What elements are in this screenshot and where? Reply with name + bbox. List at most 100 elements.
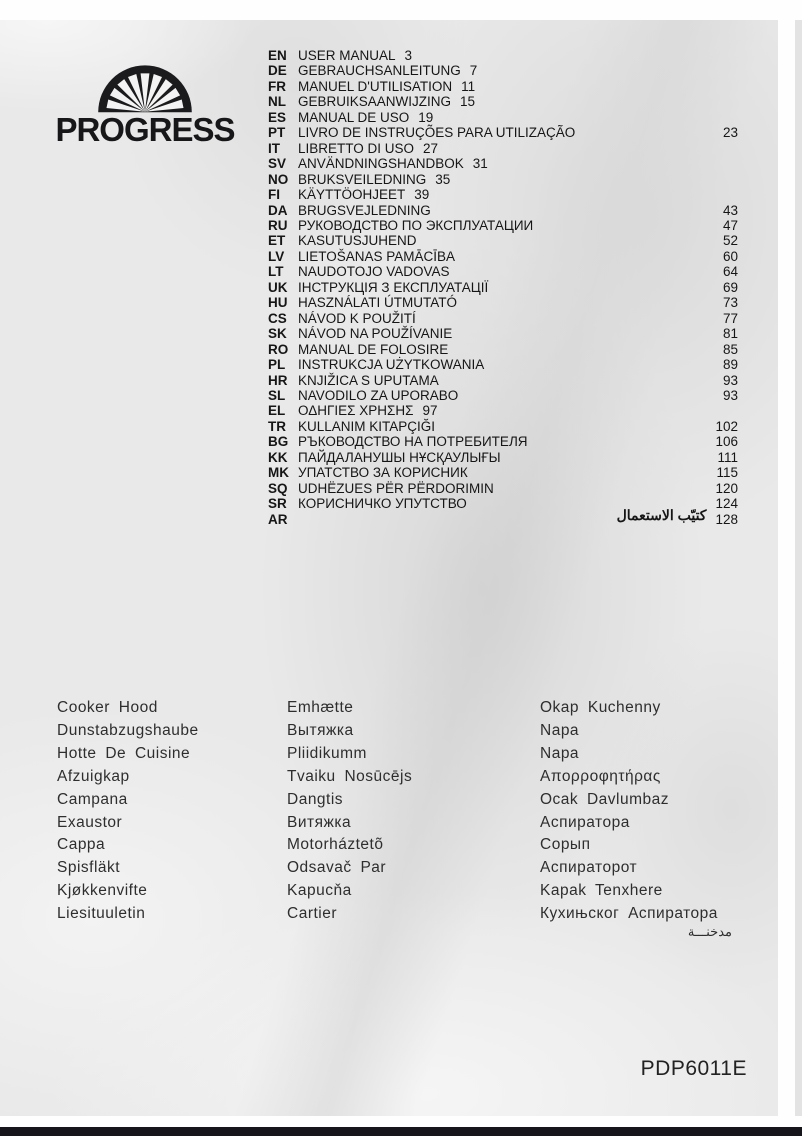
product-name: Аспиратора (540, 813, 630, 831)
toc-row: FR MANUEL D'UTILISATION 11 (268, 79, 738, 94)
page-edge-strip (795, 20, 802, 1116)
product-name: Napa (540, 721, 580, 739)
manual-title: NÁVOD NA POUŽÍVANIE (298, 326, 453, 342)
toc-row: BG РЪКОВОДСТВО НА ПОТРЕБИТЕЛЯ 106 (268, 434, 738, 449)
toc-row: LT NAUDOTOJO VADOVAS 64 (268, 264, 738, 279)
language-code: FI (268, 187, 280, 203)
language-code: TR (268, 418, 286, 434)
toc-row: PT LIVRO DE INSTRUÇÕES PARA UTILIZAÇÃO 23 (268, 125, 738, 140)
manual-title: BRUGSVEJLEDNING (298, 202, 431, 218)
toc-row: FI KÄYTTÖOHJEET 39 (268, 187, 738, 202)
manual-title: ΟΔΗΓΙΕΣ ΧΡΗΣΗΣ (298, 403, 414, 419)
language-code: NO (268, 171, 289, 187)
page-number: 47 (722, 217, 738, 233)
manual-title: LIBRETTO DI USO (298, 140, 415, 156)
page-number: 128 (715, 511, 738, 527)
product-name: Exaustor (57, 813, 123, 831)
language-code: SQ (268, 480, 288, 496)
manual-title: ПАЙДАЛАНУШЫ НҰСҚАУЛЫҒЫ (298, 449, 501, 465)
page-number: 64 (722, 264, 738, 280)
product-name: Liesituuletin (57, 905, 146, 923)
manual-title: HASZNÁLATI ÚTMUTATÓ (298, 295, 458, 311)
product-name: Kapak Tenxhere (540, 882, 663, 900)
page-number: 97 (422, 403, 438, 419)
page-number: 89 (722, 357, 738, 373)
page-number: 11 (461, 78, 476, 94)
product-name: Кухињског Аспиратора (540, 905, 718, 923)
language-code: PL (268, 357, 286, 373)
toc-row: NL GEBRUIKSAANWIJZING 15 (268, 94, 738, 109)
page-number: 19 (418, 109, 434, 125)
product-name: Okap Kuchenny (540, 699, 661, 716)
product-name: Emhætte (287, 699, 354, 716)
language-code: CS (268, 310, 287, 326)
product-names-col3: Okap Kuchenny Napa Napa Απορροφητήρας Ocak D… (540, 697, 740, 926)
language-code: EL (268, 403, 286, 419)
toc-row: IT LIBRETTO DI USO 27 (268, 141, 738, 156)
product-name: Kapucňa (287, 882, 352, 900)
toc-row: MK УПАТСТВО ЗА КОРИСНИК 115 (268, 465, 738, 480)
toc-row: PL INSTRUKCJA UŻYTKOWANIA 89 (268, 357, 738, 372)
manual-title: KULLANIM KITAPÇIĞI (298, 418, 436, 434)
language-code: PT (268, 125, 286, 141)
page-number: 15 (460, 94, 476, 110)
product-name: Аспираторот (540, 859, 638, 877)
product-name: Motorháztetõ (287, 836, 384, 854)
page-number: 23 (722, 125, 738, 141)
product-name: Tvaiku Nosūcējs (287, 767, 413, 785)
product-name: Pliidikumm (287, 744, 367, 762)
language-code: KK (268, 449, 288, 465)
language-code: FR (268, 78, 286, 94)
toc-row: SR КОРИСНИЧКО УПУТСТВО 124 (268, 496, 738, 511)
toc-row: SQ UDHËZUES PËR PËRDORIMIN 120 (268, 481, 738, 496)
manual-title: KNJIŽICA S UPUTAMA (298, 372, 439, 388)
product-name: Dangtis (287, 790, 344, 808)
toc-row: DE GEBRAUCHSANLEITUNG 7 (268, 63, 738, 78)
page-number: 73 (722, 295, 738, 311)
page-number: 3 (404, 48, 413, 63)
footer-bar (0, 1127, 802, 1136)
page-number: 93 (722, 387, 738, 403)
toc-row: HR KNJIŽICA S UPUTAMA 93 (268, 373, 738, 388)
toc-row: RU РУКОВОДСТВО ПО ЭКСПЛУАТАЦИИ 47 (268, 218, 738, 233)
page-number: 102 (715, 418, 738, 434)
toc-row: AR كتيّب الاستعمال 128 (268, 507, 738, 527)
product-name: Odsavač Par (287, 859, 387, 877)
model-number: PDP6011E (640, 1057, 747, 1080)
product-names-col2: Emhætte Вытяжка Pliidikumm Tvaiku Nosūcējs D… (287, 697, 412, 926)
toc-row: NO BRUKSVEILEDNING 35 (268, 172, 738, 187)
language-code: ET (268, 233, 286, 249)
brand-logo: PROGRESS (53, 60, 237, 146)
page-number: 124 (715, 496, 738, 512)
product-name: Napa (540, 744, 580, 762)
page-number: 120 (715, 480, 738, 496)
manual-title: USER MANUAL (298, 48, 396, 63)
language-code: DA (268, 202, 288, 218)
manual-title: UDHËZUES PËR PËRDORIMIN (298, 480, 494, 496)
page-number: 52 (722, 233, 738, 249)
product-name: Витяжка (287, 813, 352, 831)
page-number: 60 (722, 248, 738, 264)
manual-title: NAUDOTOJO VADOVAS (298, 264, 450, 280)
toc-row: UK ІНСТРУКЦІЯ З ЕКСПЛУАТАЦІЇ 69 (268, 280, 738, 295)
manual-title: РЪКОВОДСТВО НА ПОТРЕБИТЕЛЯ (298, 434, 528, 450)
toc-row: RO MANUAL DE FOLOSIRE 85 (268, 342, 738, 357)
product-name: Spisfläkt (57, 859, 121, 877)
language-code: AR (268, 511, 288, 527)
toc-row: ET KASUTUSJUHEND 52 (268, 233, 738, 248)
toc-row: SL NAVODILO ZA UPORABO 93 (268, 388, 738, 403)
manual-title: KÄYTTÖOHJEET (298, 187, 406, 203)
manual-title: GEBRAUCHSANLEITUNG (298, 63, 461, 79)
brand-logo-text: PROGRESS (55, 111, 235, 148)
page-number: 27 (423, 140, 439, 156)
language-code: SK (268, 326, 287, 342)
manual-title: ANVÄNDNINGSHANDBOK (298, 156, 464, 172)
toc-row: EN USER MANUAL 3 (268, 48, 738, 63)
manual-title: BRUKSVEILEDNING (298, 171, 427, 187)
page-number: 31 (472, 156, 488, 172)
toc-row: KK ПАЙДАЛАНУШЫ НҰСҚАУЛЫҒЫ 111 (268, 450, 738, 465)
toc-row: DA BRUGSVEJLEDNING 43 (268, 203, 738, 218)
sunrise-dome-icon (53, 60, 237, 114)
product-name: Ocak Davlumbaz (540, 790, 670, 808)
